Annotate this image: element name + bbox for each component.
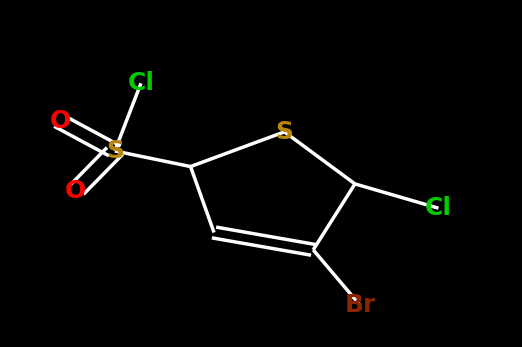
Text: O: O [50, 109, 70, 134]
Text: Cl: Cl [425, 196, 452, 220]
Text: S: S [106, 139, 124, 163]
Text: Cl: Cl [127, 71, 155, 95]
Text: O: O [65, 179, 86, 203]
Text: Br: Br [345, 293, 376, 318]
Text: S: S [276, 120, 293, 144]
